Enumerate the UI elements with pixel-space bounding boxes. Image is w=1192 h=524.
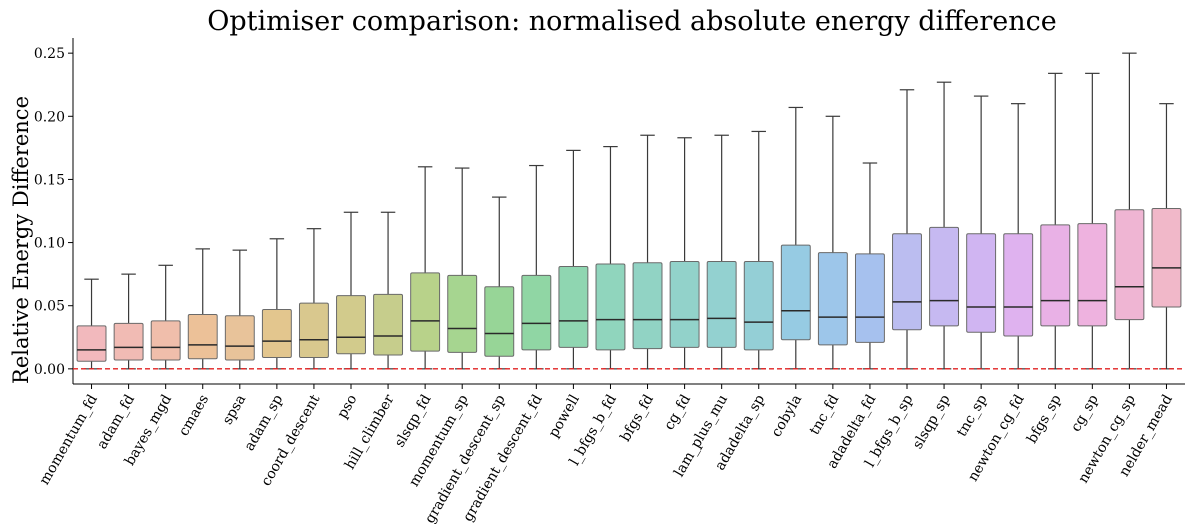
x-tick-label: momentum_fd — [36, 392, 101, 488]
box-lam_plus_mu — [706, 261, 737, 348]
x-tick-label: tnc_sp — [954, 392, 991, 440]
y-tick-label: 0.10 — [34, 236, 65, 252]
box-cg_sp — [1077, 223, 1108, 327]
box-coord_descent — [298, 302, 329, 358]
x-tick-label: powell — [546, 392, 583, 441]
box-adadelta_fd — [854, 253, 885, 343]
x-tick-label: spsa — [220, 392, 250, 427]
x-tick-label: cg_fd — [661, 392, 694, 433]
x-tick-label: bfgs_sp — [1024, 392, 1065, 446]
box-cg_fd — [669, 261, 700, 348]
box-bfgs_fd — [632, 262, 663, 350]
box-newton_cg_sp — [1114, 209, 1145, 321]
x-tick-label: tnc_fd — [807, 392, 843, 438]
chart-title: Optimiser comparison: normalised absolut… — [207, 6, 1057, 37]
box-momentum_sp — [447, 274, 478, 353]
box-l_bfgs_b_fd — [595, 263, 626, 351]
box-tnc_sp — [966, 233, 997, 333]
box-gradient_descent_sp — [484, 286, 515, 357]
box-slsqp_sp — [929, 226, 960, 327]
box-momentum_fd — [76, 325, 107, 362]
box-hill_climber — [373, 293, 404, 356]
x-tick-label: slsqp_sp — [910, 392, 954, 452]
box-powell — [558, 266, 589, 348]
y-tick-label: 0.20 — [34, 109, 65, 125]
y-tick-label: 0.15 — [34, 172, 65, 188]
y-tick-label: 0.00 — [34, 362, 65, 378]
box-adam_sp — [261, 308, 292, 358]
x-tick-label: cg_sp — [1068, 392, 1102, 435]
box-adam_fd — [113, 322, 144, 361]
box-spsa — [224, 315, 255, 361]
box-bfgs_sp — [1040, 224, 1071, 327]
box-cmaes — [187, 314, 218, 360]
x-tick-label: bfgs_fd — [617, 392, 657, 445]
box-slsqp_fd — [410, 272, 441, 352]
box-bayes_mgd — [150, 320, 181, 361]
box-l_bfgs_b_sp — [892, 233, 922, 331]
box-tnc_fd — [817, 252, 848, 346]
plot-area: 0.000.050.100.150.200.25momentum_fdadam_… — [34, 38, 1185, 524]
box-gradient_descent_fd — [521, 274, 552, 351]
x-tick-label: cmaes — [176, 392, 212, 439]
box-nelder_mead — [1151, 207, 1182, 308]
box-adadelta_sp — [743, 261, 774, 351]
x-tick-label: cobyla — [768, 392, 805, 440]
y-tick-label: 0.05 — [34, 299, 65, 315]
box-pso — [336, 295, 366, 355]
box-newton_cg_fd — [1003, 233, 1034, 337]
y-axis-label: Relative Energy Difference — [9, 96, 33, 384]
x-tick-label: pso — [334, 392, 360, 421]
y-tick-label: 0.25 — [34, 46, 65, 62]
box-cobyla — [780, 244, 811, 341]
